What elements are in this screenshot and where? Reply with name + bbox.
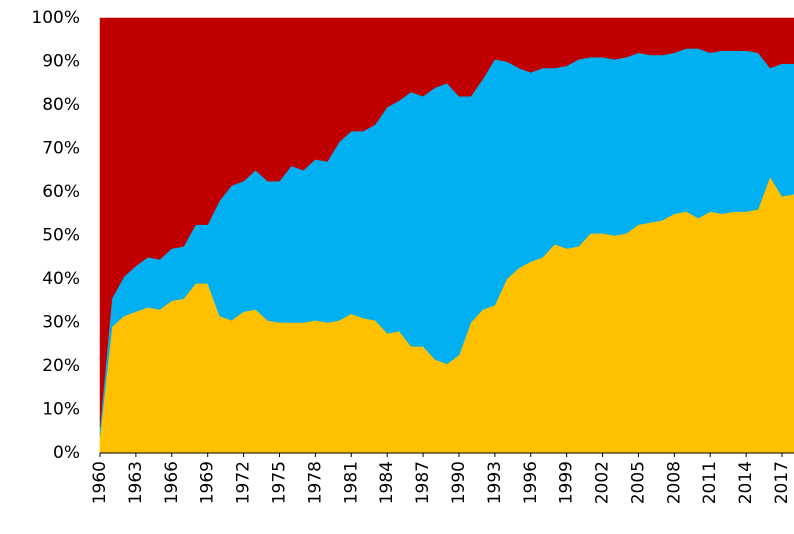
x-tick-label: 1984	[377, 461, 397, 504]
x-tick-label: 2014	[736, 461, 756, 504]
area	[99, 17, 794, 427]
y-tick-label: 100%	[31, 8, 80, 28]
y-tick-label: 70%	[42, 139, 80, 159]
x-tick-label: 1987	[413, 461, 433, 504]
y-tick-label: 10%	[42, 400, 80, 420]
x-tick-label: 1960	[90, 461, 110, 504]
x-tick-label: 1999	[557, 461, 577, 504]
x-tick-label: 1993	[485, 461, 505, 504]
x-tick-label: 2011	[700, 461, 720, 504]
x-tick-label: 1963	[126, 461, 146, 504]
x-tick-label: 1990	[449, 461, 469, 504]
y-tick-label: 60%	[42, 182, 80, 202]
x-tick-label: 1996	[521, 461, 541, 504]
y-tick-label: 0%	[53, 443, 80, 463]
x-tick-label: 2005	[628, 461, 648, 504]
y-tick-label: 40%	[42, 269, 80, 289]
y-tick-label: 20%	[42, 356, 80, 376]
y-tick-label: 90%	[42, 52, 80, 72]
x-tick-label: 1972	[234, 461, 254, 504]
x-tick-label: 2017	[772, 461, 792, 504]
x-tick-label: 1975	[269, 461, 289, 504]
y-tick-label: 80%	[42, 95, 80, 115]
x-tick-label: 2002	[593, 461, 613, 504]
x-tick-label: 2008	[664, 461, 684, 504]
x-tick-label: 1981	[341, 461, 361, 504]
y-tick-label: 50%	[42, 226, 80, 246]
y-tick-label: 30%	[42, 313, 80, 333]
x-tick-label: 1969	[198, 461, 218, 504]
x-tick-label: 1978	[305, 461, 325, 504]
x-tick-label: 1966	[162, 461, 182, 504]
